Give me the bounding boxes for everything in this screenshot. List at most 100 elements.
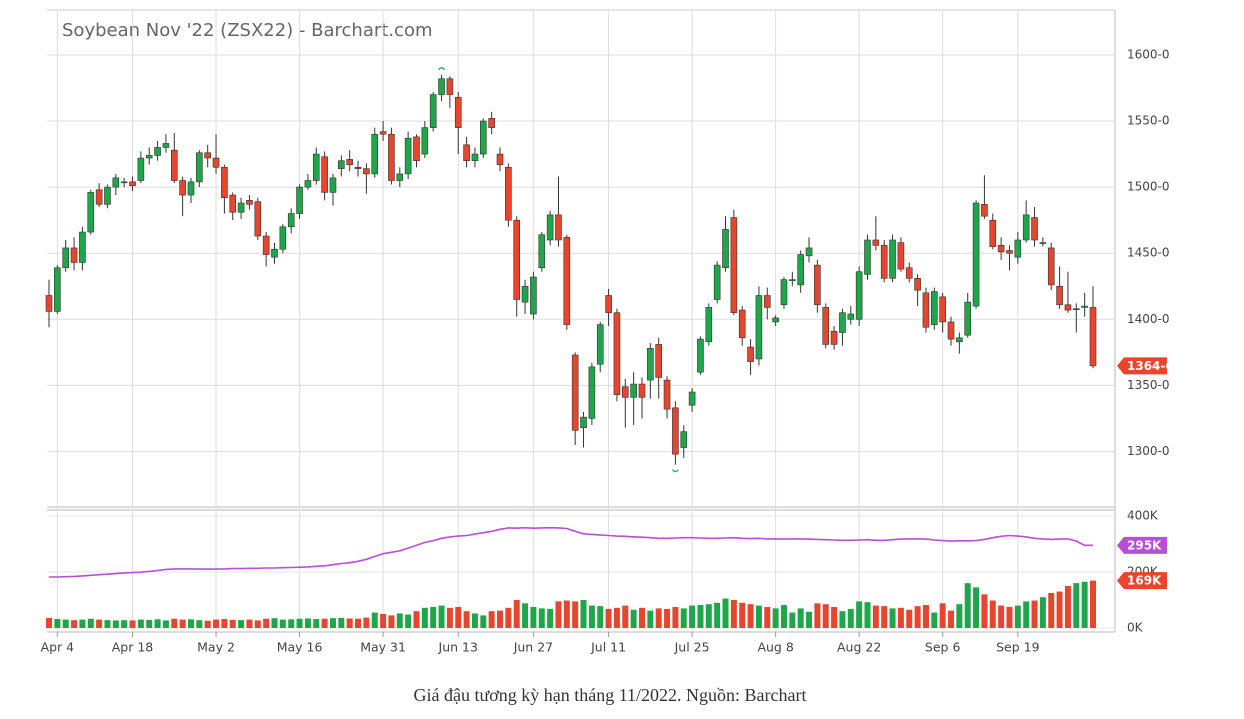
candle-body <box>956 337 963 343</box>
candle-body <box>429 94 437 128</box>
candle-body <box>312 153 320 181</box>
candle-body <box>396 173 404 181</box>
volume-bar <box>396 613 403 628</box>
volume-bar <box>864 602 871 628</box>
candle-body <box>338 160 345 169</box>
candle-body <box>354 166 362 169</box>
candle-body <box>797 254 804 286</box>
volume-bar <box>279 619 286 628</box>
volume-bar <box>638 607 645 628</box>
volume-bar <box>355 618 362 628</box>
open-interest-line <box>49 526 1093 578</box>
volume-bar <box>497 610 504 628</box>
volume-bar <box>263 618 270 628</box>
volume-bar <box>313 619 320 628</box>
volume-bar <box>71 620 78 628</box>
volume-bar <box>338 617 345 628</box>
candle-body <box>1006 250 1013 254</box>
x-tick-label: May 16 <box>277 640 323 655</box>
candle-body <box>939 296 946 323</box>
volume-bar <box>254 620 261 628</box>
volume-bar <box>1064 585 1071 628</box>
volume-bar <box>371 612 378 628</box>
candle-body <box>513 219 521 300</box>
volume-bar <box>213 619 220 628</box>
volume-bar <box>605 608 612 628</box>
volume-bar <box>1048 592 1055 628</box>
candle-body <box>697 338 704 373</box>
candle-body <box>1014 239 1022 258</box>
volume-bar <box>271 618 278 628</box>
candle-body <box>1072 308 1080 311</box>
high-marker <box>438 67 446 71</box>
candle-body <box>454 96 462 128</box>
y2-tick-label: 400K <box>1127 508 1159 522</box>
candle-body <box>530 276 537 315</box>
candle-body <box>1064 304 1072 311</box>
candle-body <box>129 181 136 187</box>
volume-bar <box>405 614 412 628</box>
candle-body <box>847 313 855 320</box>
volume-bar <box>839 611 846 628</box>
candle-body <box>722 229 729 269</box>
candle-body <box>438 78 445 95</box>
candle-body <box>872 239 880 246</box>
volume-bar <box>797 608 804 628</box>
candle-body <box>647 348 654 381</box>
candle-body <box>563 237 571 325</box>
candle-body <box>1039 242 1047 244</box>
candle-body <box>329 177 337 193</box>
candle-body <box>379 131 387 135</box>
volume-bar <box>697 605 704 628</box>
volume-bar <box>789 612 796 628</box>
y-tick-label: 1300-0 <box>1127 444 1170 458</box>
candle-body <box>145 155 153 159</box>
candle-body <box>204 152 211 159</box>
volume-bar <box>246 619 253 628</box>
candle-body <box>763 295 771 308</box>
x-tick-label: Sep 19 <box>996 640 1039 655</box>
candle-body <box>1089 307 1097 367</box>
candle-body <box>580 416 587 428</box>
volume-bar <box>296 618 303 628</box>
candle-body <box>179 180 186 196</box>
candle-body <box>655 344 662 378</box>
candle-body <box>104 186 111 205</box>
volume-bar <box>856 601 863 628</box>
candle-body <box>1056 285 1063 306</box>
volume-bar <box>413 611 420 628</box>
volume-bar <box>471 613 478 628</box>
candle-body <box>95 189 103 205</box>
candle-body <box>271 248 278 258</box>
candle-body <box>839 312 846 333</box>
candle-body <box>296 186 303 214</box>
volume-bar <box>1073 583 1080 628</box>
volume-bar <box>730 599 737 628</box>
candle-body <box>922 292 930 328</box>
volume-bar <box>162 620 169 628</box>
candle-body <box>137 157 145 181</box>
volume-bar <box>747 604 754 628</box>
x-tick-label: May 2 <box>197 640 235 655</box>
x-tick-label: Aug 22 <box>837 640 881 655</box>
x-tick-label: Sep 6 <box>925 640 961 655</box>
candle-body <box>70 247 78 263</box>
candle-body <box>538 234 546 269</box>
candle-body <box>914 278 921 291</box>
candle-body <box>964 301 972 336</box>
volume-bar <box>672 606 679 628</box>
candle-body <box>630 383 637 398</box>
volume-bar <box>973 587 980 628</box>
candle-body <box>79 231 86 263</box>
candle-body <box>855 271 863 320</box>
volume-bar <box>79 619 86 628</box>
candle-body <box>805 247 813 257</box>
candle-body <box>1031 217 1038 241</box>
candle-body <box>371 133 379 175</box>
volume-bar <box>1090 580 1096 628</box>
candle-body <box>262 235 270 255</box>
volume-bar <box>914 606 921 628</box>
candle-body <box>346 159 353 165</box>
candle-body <box>730 217 738 313</box>
